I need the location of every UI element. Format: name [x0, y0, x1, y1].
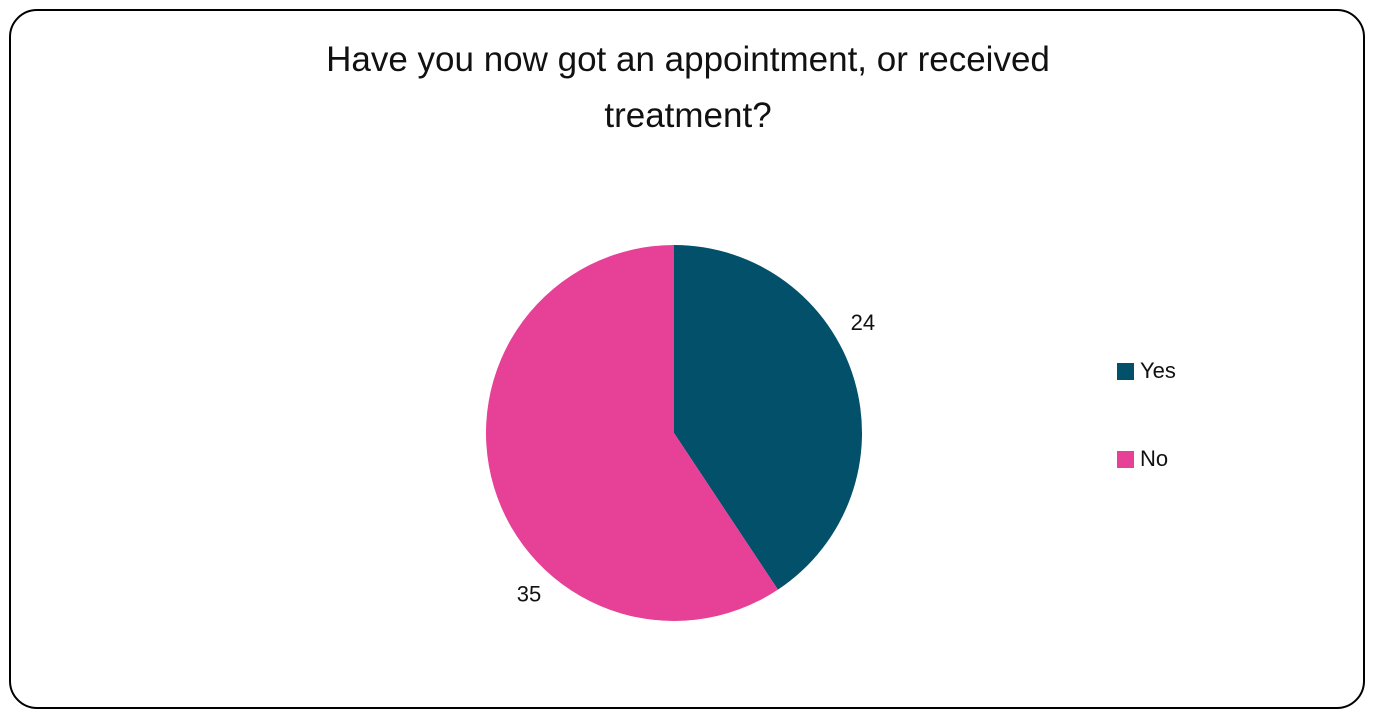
legend-item-yes: Yes — [1117, 354, 1176, 388]
legend-swatch-no — [1117, 450, 1134, 468]
data-label-no: 35 — [517, 582, 541, 607]
legend-label-yes: Yes — [1140, 358, 1176, 383]
chart-title-line-1: Have you now got an appointment, or rece… — [326, 40, 1050, 79]
legend: Yes No — [1117, 354, 1176, 530]
legend-label-no: No — [1140, 446, 1169, 471]
chart-title: Have you now got an appointment, or rece… — [0, 32, 1376, 144]
chart-title-line-2: treatment? — [604, 96, 772, 135]
pie-slice-no — [485, 245, 778, 621]
legend-swatch-yes — [1117, 362, 1134, 380]
data-label-yes: 24 — [851, 310, 875, 335]
pie-chart: 24 35 — [485, 245, 875, 621]
pie-slice-yes — [674, 245, 862, 590]
legend-item-no: No — [1117, 442, 1176, 476]
